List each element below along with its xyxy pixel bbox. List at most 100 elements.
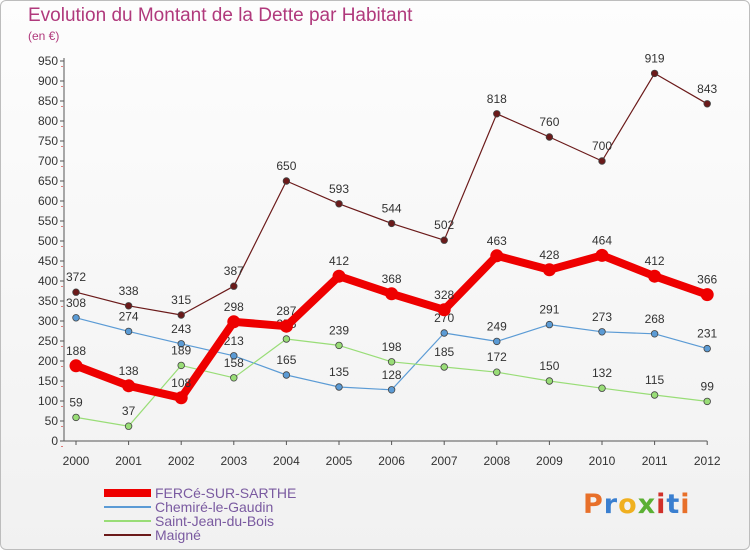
data-label: 291 [539,303,559,317]
data-point [440,236,448,244]
data-point [124,327,133,336]
data-point [493,368,501,376]
data-label: 412 [329,254,349,268]
data-point [282,371,291,379]
chart-title: Evolution du Montant de la Dette par Hab… [28,5,413,26]
data-label: 135 [329,365,349,379]
data-point [282,335,291,343]
y-tick-label: 400 [38,274,58,288]
data-label: 189 [171,343,191,357]
y-tick-label: 850 [38,94,58,108]
data-point [595,248,609,262]
y-tick-label: 500 [38,234,58,248]
logo-letter: x [637,489,657,520]
data-point [542,263,556,277]
data-label: 270 [434,311,454,325]
x-tick-label: 2008 [483,454,510,468]
data-point [703,397,711,406]
y-tick-label: 150 [38,374,58,388]
data-label: 700 [592,139,612,153]
data-label: 128 [382,368,402,382]
y-tick-label: 900 [38,74,58,88]
y-tick-label: 250 [38,334,58,348]
data-point [230,282,238,290]
data-label: 37 [122,404,136,418]
data-point [177,340,185,348]
data-point [230,352,238,360]
y-tick-label: 600 [38,194,58,208]
data-point [124,422,133,430]
data-point [650,391,659,399]
data-point [279,319,293,333]
y-tick-label: 950 [38,54,58,68]
data-point [69,359,83,373]
data-point [703,344,711,353]
x-tick-label: 2001 [115,454,142,468]
data-label: 243 [171,322,191,336]
data-label: 59 [69,395,83,409]
logo-letter: r [603,489,619,520]
x-tick-label: 2010 [589,454,616,468]
data-label: 249 [487,319,507,333]
logo-letter: o [618,489,638,520]
data-label: 463 [487,234,507,248]
data-point [650,330,659,338]
data-point [72,288,80,296]
data-point [493,110,501,118]
y-tick-label: 100 [38,394,58,408]
data-label: 188 [66,344,86,358]
data-point [437,303,451,317]
data-point [230,374,238,382]
data-point [177,361,185,370]
x-tick-label: 2006 [378,454,405,468]
data-point [440,363,448,371]
data-label: 185 [434,345,454,359]
data-label: 650 [276,159,296,173]
data-label: 165 [276,353,296,367]
data-point [598,157,606,165]
data-label: 287 [276,304,296,318]
data-point [385,287,399,301]
data-label: 150 [539,359,559,373]
data-label: 593 [329,182,349,196]
data-point [122,379,136,393]
logo-letter: i [656,489,667,520]
x-tick-label: 2004 [273,454,300,468]
proxiti-logo: Proxiti [583,489,691,520]
data-point [177,311,185,319]
y-tick-label: 450 [38,254,58,268]
x-tick-label: 2002 [168,454,195,468]
data-point [387,386,396,394]
data-label: 132 [592,366,612,380]
data-label: 274 [119,309,139,323]
data-point [335,341,343,350]
x-tick-label: 2012 [694,454,721,468]
x-tick-label: 2011 [642,454,668,468]
data-label: 412 [645,254,665,268]
data-label: 428 [539,248,559,262]
data-label: 502 [434,218,454,232]
y-tick-label: 550 [38,214,58,228]
y-tick-label: 700 [38,154,58,168]
x-tick-label: 2005 [326,454,353,468]
data-point [387,219,396,228]
data-point [545,377,554,385]
data-label: 818 [487,92,507,106]
data-label: 366 [697,273,717,287]
data-label: 158 [224,356,244,370]
legend-label: Chemiré-le-Gaudin [155,499,273,515]
data-label: 328 [434,288,454,302]
data-point [227,315,241,329]
data-label: 372 [66,270,86,284]
logo-letter: P [583,489,604,520]
y-tick-label: 50 [45,414,59,428]
data-point [282,177,291,185]
data-label: 239 [329,323,349,337]
data-point [72,413,80,422]
chart-subtitle: (en €) [28,29,60,43]
data-label: 298 [224,300,244,314]
x-tick-label: 2003 [220,454,247,468]
y-tick-label: 800 [38,114,58,128]
y-tick-label: 300 [38,314,58,328]
